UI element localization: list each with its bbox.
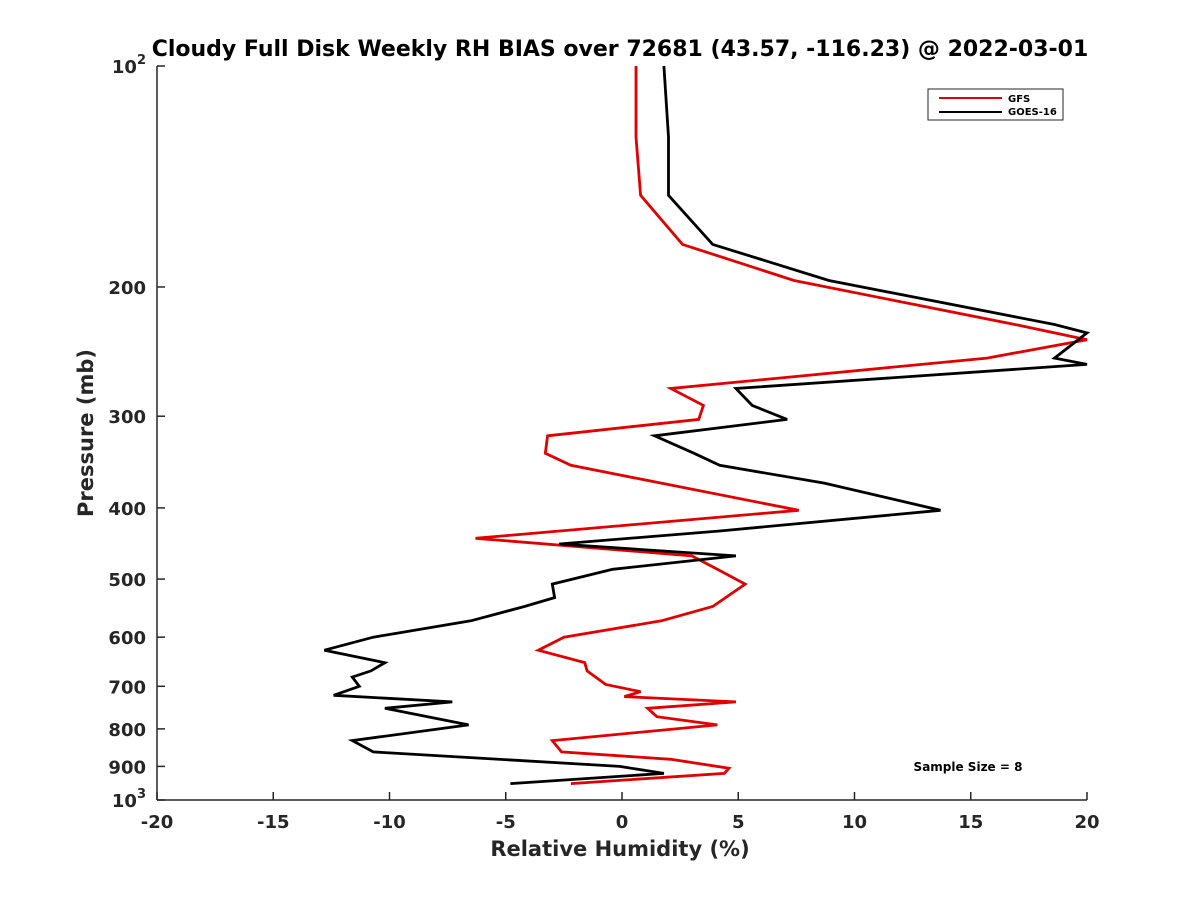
- y-tick-label: 400: [108, 499, 146, 520]
- y-tick-label: 700: [108, 677, 146, 698]
- x-tick-label: -5: [496, 812, 516, 833]
- axes: [156, 66, 1087, 801]
- y-axis-label: Pressure (mb): [74, 349, 98, 517]
- x-tick-label: 15: [958, 812, 983, 833]
- sample-size-annotation: Sample Size = 8: [914, 760, 1023, 774]
- x-ticks: -20 -15 -10 -5 0 5 10 15 20: [141, 792, 1100, 833]
- x-tick-label: 10: [842, 812, 867, 833]
- chart-title: Cloudy Full Disk Weekly RH BIAS over 726…: [152, 37, 1089, 62]
- x-tick-label: -15: [257, 812, 290, 833]
- y-tick-label: 800: [108, 720, 146, 741]
- x-tick-label: 0: [616, 812, 629, 833]
- y-tick-label: 103: [112, 787, 146, 812]
- x-tick-label: 5: [732, 812, 745, 833]
- x-tick-label: -20: [141, 812, 174, 833]
- series-lines: [324, 65, 1091, 785]
- legend: GFS GOES-16: [927, 88, 1064, 121]
- x-tick-label: 20: [1074, 812, 1099, 833]
- y-ticks: 102 200 300 400 500 600 700 800 900 103: [108, 53, 165, 812]
- y-tick-label: 300: [108, 407, 146, 428]
- y-tick-label: 900: [108, 757, 146, 778]
- y-tick-label: 200: [108, 278, 146, 299]
- series-line-gfs: [475, 66, 1088, 785]
- x-tick-label: -10: [373, 812, 406, 833]
- x-axis-label: Relative Humidity (%): [490, 837, 749, 861]
- y-tick-label: 500: [108, 570, 146, 591]
- series-line-goes16: [324, 65, 1091, 785]
- y-tick-label: 600: [108, 628, 146, 649]
- legend-label-gfs: GFS: [1008, 94, 1030, 105]
- legend-label-goes16: GOES-16: [1008, 107, 1057, 118]
- legend-box: [927, 88, 1064, 121]
- y-tick-label: 102: [112, 53, 146, 78]
